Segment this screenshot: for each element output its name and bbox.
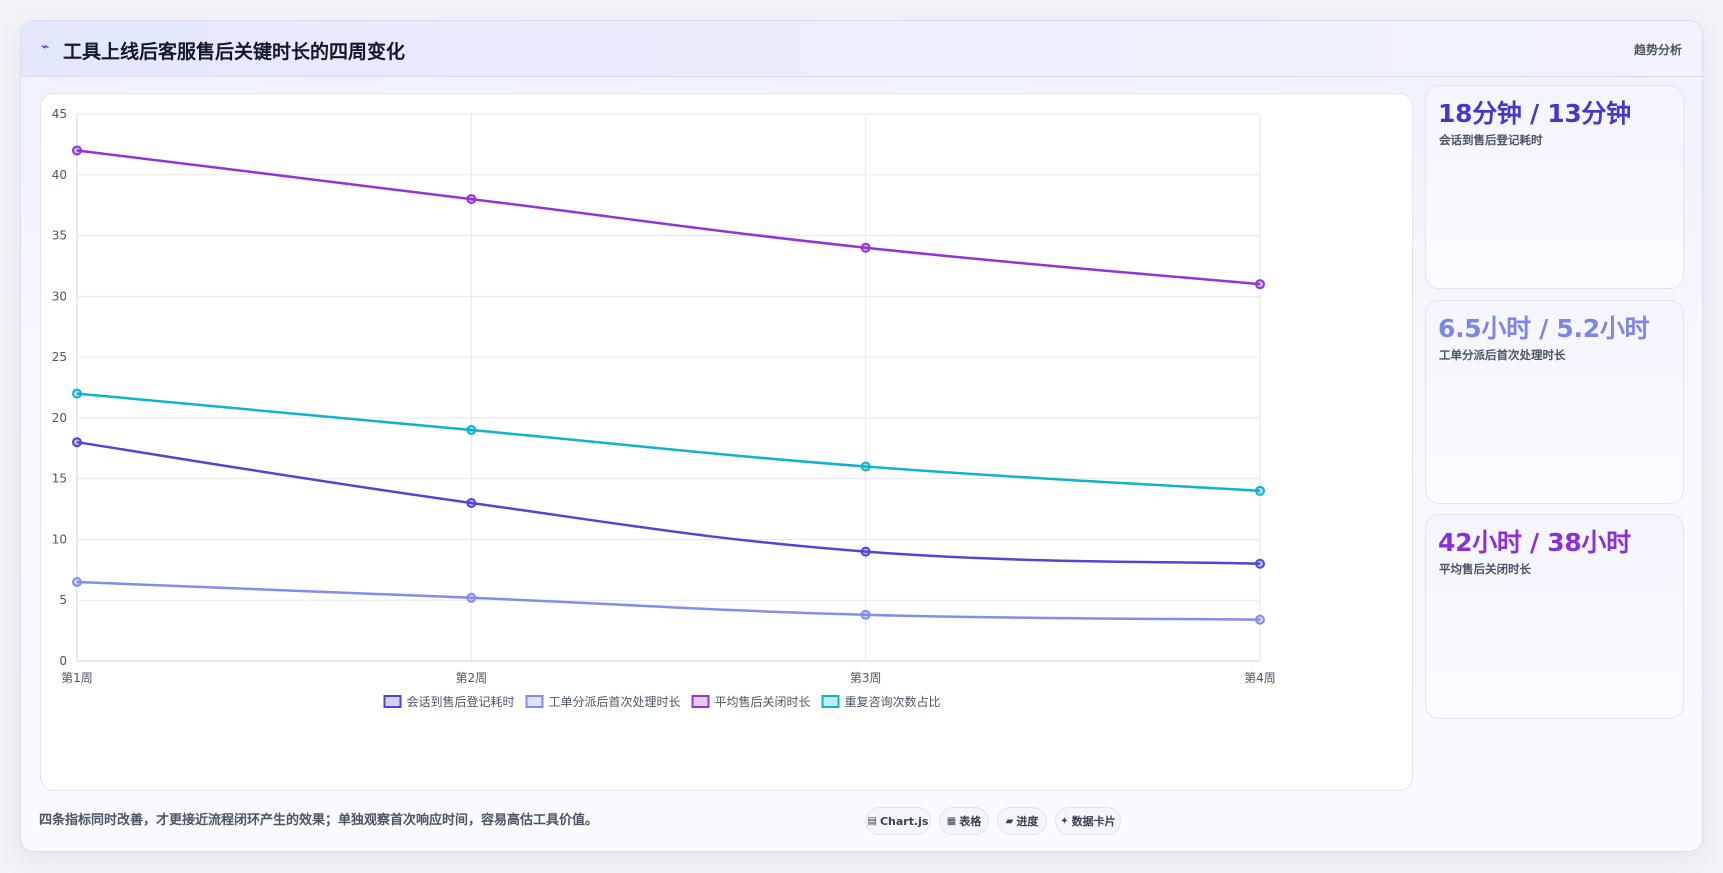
card-title: 工具上线后客服售后关键时长的四周变化 — [63, 41, 406, 63]
data-point — [1255, 485, 1265, 496]
metric-label: 平均售后关闭时长 — [1439, 562, 1531, 576]
data-point — [860, 609, 871, 620]
legend-label: 会话到售后登记耗时 — [407, 694, 515, 709]
data-point — [72, 388, 82, 399]
series-line — [76, 440, 1261, 566]
y-tick-label: 0 — [59, 654, 67, 668]
legend-swatch — [691, 695, 710, 708]
data-point — [860, 242, 871, 253]
data-point — [1255, 279, 1265, 290]
data-point — [466, 497, 477, 508]
pill-chartjs[interactable]: ▤ Chart.js — [865, 807, 931, 835]
progress-icon: ▰ — [1005, 815, 1014, 827]
pill-label: 进度 — [1016, 815, 1039, 828]
x-tick-label: 第2周 — [456, 671, 488, 685]
y-tick-label: 35 — [52, 229, 67, 243]
legend-swatch — [525, 695, 544, 708]
metric-card-1: 18分钟 / 13分钟 会话到售后登记耗时 — [1425, 85, 1684, 289]
legend-swatch — [383, 695, 402, 708]
x-tick-label: 第4周 — [1244, 671, 1276, 685]
table-icon: ▦ — [946, 815, 957, 827]
footer-note: 四条指标同时改善，才更接近流程闭环产生的效果；单独观察首次响应时间，容易高估工具… — [39, 813, 599, 828]
chart-panel: 0 5 10 15 20 25 30 35 40 45 第1周 第2周 第3周 第4周会话到售后登记耗时 工… — [40, 93, 1413, 791]
chart-icon: ▤ — [867, 815, 877, 827]
legend-label: 平均售后关闭时长 — [715, 694, 811, 709]
metric-label: 会话到售后登记耗时 — [1439, 133, 1543, 147]
dashboard-card: ⌁ 工具上线后客服售后关键时长的四周变化 趋势分析 0 5 10 15 20 25 30 35… — [20, 20, 1703, 852]
legend-label: 工单分派后首次处理时长 — [549, 695, 681, 709]
metric-value: 6.5小时 / 5.2小时 — [1438, 314, 1650, 343]
y-tick-label: 30 — [52, 289, 67, 303]
y-tick-label: 10 — [52, 532, 67, 546]
metric-card-2: 6.5小时 / 5.2小时 工单分派后首次处理时长 — [1425, 300, 1684, 504]
y-tick-label: 15 — [52, 472, 67, 486]
x-tick-label: 第1周 — [61, 671, 93, 685]
y-tick-label: 5 — [59, 593, 67, 607]
data-point — [72, 145, 82, 156]
data-point — [466, 592, 477, 603]
data-point — [1255, 614, 1265, 625]
pill-label: 数据卡片 — [1071, 815, 1116, 828]
data-point — [860, 546, 871, 557]
y-tick-label: 25 — [52, 350, 67, 364]
data-point — [72, 437, 82, 448]
pill-progress[interactable]: ▰ 进度 — [997, 807, 1047, 835]
legend-swatch — [821, 695, 840, 708]
trend-icon: ⌁ — [41, 39, 50, 55]
metric-card-3: 42小时 / 38小时 平均售后关闭时长 — [1425, 514, 1684, 719]
data-point — [466, 194, 477, 205]
metric-label: 工单分派后首次处理时长 — [1439, 348, 1566, 362]
y-tick-label: 40 — [52, 168, 67, 182]
pill-data-card[interactable]: ✦ 数据卡片 — [1055, 807, 1121, 835]
x-tick-label: 第3周 — [850, 671, 882, 685]
data-point — [860, 461, 871, 472]
card-header: ⌁ 工具上线后客服售后关键时长的四周变化 趋势分析 — [21, 21, 1702, 77]
data-point — [72, 576, 82, 587]
grid-lines — [76, 113, 1261, 662]
card-icon: ✦ — [1060, 815, 1069, 827]
data-point — [466, 425, 477, 436]
legend-label: 重复咨询次数占比 — [845, 694, 941, 709]
pill-label: 表格 — [959, 815, 982, 828]
metric-value: 18分钟 / 13分钟 — [1438, 99, 1631, 128]
pill-table[interactable]: ▦ 表格 — [939, 807, 989, 835]
series-line — [76, 580, 1261, 621]
pill-label: Chart.js — [879, 814, 929, 828]
data-point — [1255, 558, 1265, 569]
y-tick-label: 20 — [52, 411, 67, 425]
series-line — [76, 149, 1261, 286]
metric-value: 42小时 / 38小时 — [1438, 528, 1631, 557]
analysis-tag: 趋势分析 — [1633, 43, 1682, 57]
series-line — [76, 392, 1261, 493]
y-tick-label: 45 — [52, 107, 67, 121]
